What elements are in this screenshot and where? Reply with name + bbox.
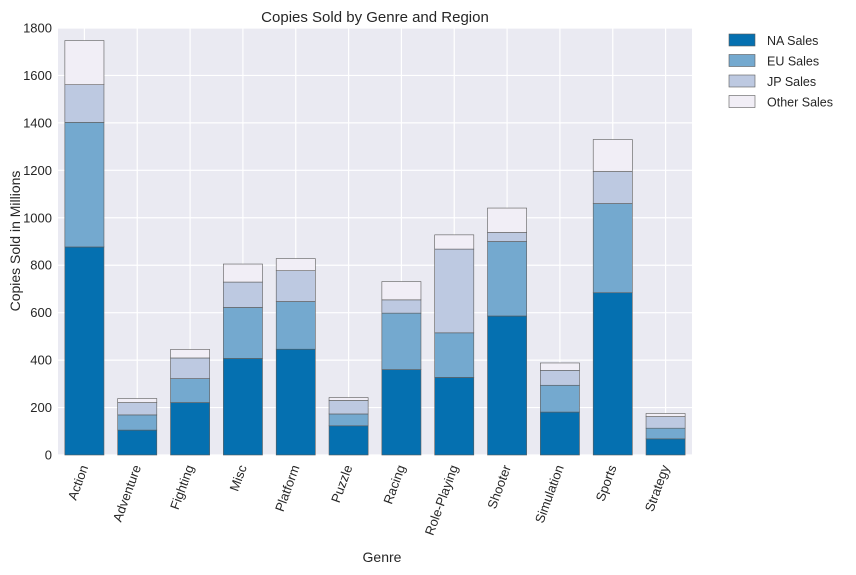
x-tick-label: Sports (593, 462, 620, 503)
bar-segment (592, 203, 633, 294)
bar-segment (64, 40, 105, 85)
y-axis-label: Copies Sold in Millions (7, 171, 23, 312)
bar-segment (223, 358, 263, 456)
plot-area (58, 28, 692, 455)
bar-segment (381, 281, 422, 301)
bar-segment (540, 384, 580, 413)
bar-segment (592, 139, 633, 172)
bar-segment (275, 258, 316, 271)
x-tick-label: Misc (227, 462, 250, 493)
bar-segment (223, 281, 263, 308)
y-tick-label: 0 (45, 448, 52, 463)
bar-segment (487, 241, 527, 317)
bar-segment (592, 171, 633, 204)
y-tick-label: 1800 (23, 21, 52, 36)
bar-segment (64, 84, 105, 123)
bar-segment (645, 438, 686, 456)
bar-segment (275, 348, 316, 456)
legend-swatch (728, 33, 756, 47)
bar-segment (487, 232, 527, 242)
x-tick-label: Fighting (167, 463, 197, 512)
legend-label: NA Sales (767, 34, 818, 48)
x-tick-label: Strategy (642, 462, 673, 513)
x-tick-label: Action (65, 463, 91, 502)
bar-segment (645, 416, 686, 429)
bar-segment (381, 299, 422, 314)
bar-segment (117, 414, 158, 431)
bar-segment (117, 429, 158, 456)
bar-segment (223, 307, 263, 359)
y-tick-label: 1000 (23, 210, 52, 225)
bar-segment (117, 402, 158, 416)
x-tick-label: Shooter (484, 462, 514, 511)
y-tick-label: 800 (30, 258, 52, 273)
bar-segment (540, 370, 580, 386)
x-tick-label: Puzzle (328, 463, 355, 505)
x-axis-label: Genre (363, 549, 402, 565)
bar-segment (275, 301, 316, 350)
y-tick-label: 200 (30, 400, 52, 415)
bar-segment (645, 427, 686, 440)
y-tick-label: 400 (30, 353, 52, 368)
chart-title: Copies Sold by Genre and Region (261, 9, 489, 26)
legend-label: EU Sales (767, 55, 819, 69)
legend-swatch (728, 54, 756, 67)
legend: NA Sales EU Sales JP Sales Other Sales (728, 33, 833, 110)
x-tick-label: Platform (272, 463, 303, 514)
y-tick-labels: 0 200 400 600 800 1000 1200 1400 1600 1800 (23, 21, 52, 463)
bar-segment (170, 357, 210, 379)
y-tick-label: 1400 (23, 115, 52, 130)
bar-segment (117, 398, 158, 403)
y-tick-label: 1600 (23, 68, 52, 83)
bar-segment (381, 369, 422, 456)
legend-swatch (728, 74, 756, 88)
bar-segment (328, 413, 369, 427)
bar-segment (328, 425, 369, 456)
bar-segment (170, 402, 210, 456)
x-tick-label: Role-Playing (422, 463, 461, 537)
bar-segment (170, 349, 210, 359)
bar-segment (487, 315, 527, 456)
bars (64, 40, 686, 456)
y-tick-label: 600 (30, 305, 52, 320)
x-tick-labels: Action Adventure Fighting Misc Platform Puzzl… (65, 462, 673, 537)
bar-segment (645, 413, 686, 417)
bar-segment (328, 400, 369, 415)
bar-segment (592, 292, 633, 456)
bar-segment (328, 397, 369, 401)
x-tick-label: Adventure (110, 463, 144, 524)
bar-segment (434, 248, 475, 334)
legend-label: Other Sales (767, 96, 833, 110)
legend-swatch (728, 95, 756, 108)
bar-segment (170, 378, 210, 403)
bar-segment (381, 312, 422, 370)
bar-segment (434, 377, 475, 456)
bar-segment (540, 411, 580, 456)
bar-segment (64, 122, 105, 248)
bar-segment (275, 270, 316, 302)
bar-segment (223, 263, 263, 283)
bar-segment (64, 246, 105, 456)
bar-segment (487, 207, 527, 233)
x-tick-label: Racing (380, 463, 408, 506)
x-tick-label: Simulation (532, 463, 567, 525)
bar-segment (540, 362, 580, 371)
legend-label: JP Sales (767, 75, 816, 89)
bar-segment (434, 332, 475, 378)
bar-segment (434, 234, 475, 250)
y-tick-label: 1200 (23, 163, 52, 178)
